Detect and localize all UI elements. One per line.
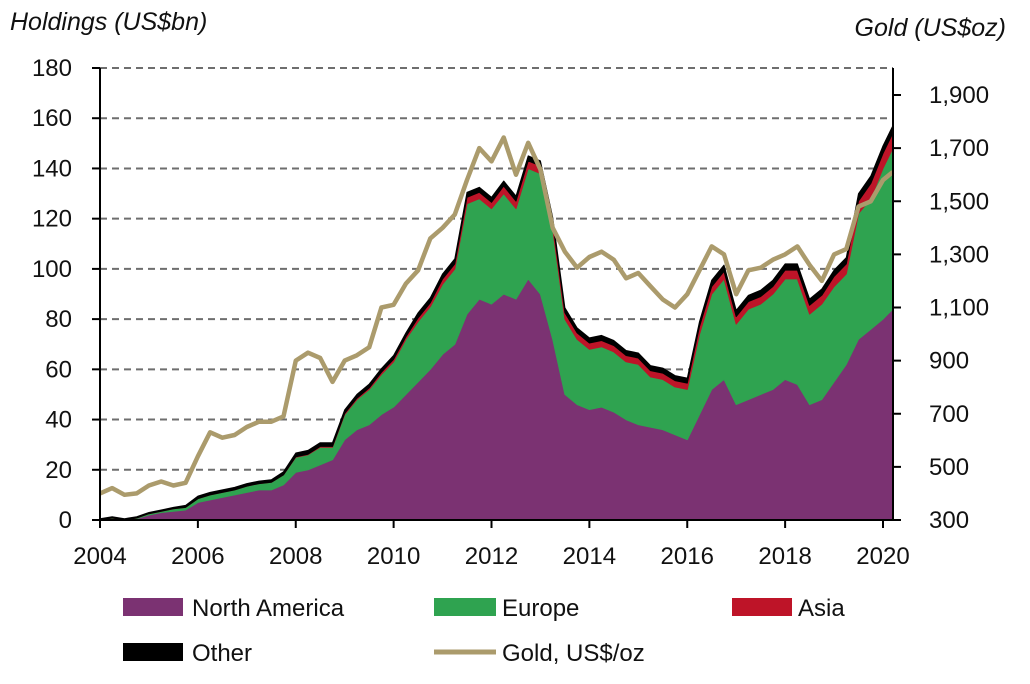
legend-swatch-north-america: [123, 598, 183, 616]
legend-label-other: Other: [192, 640, 252, 667]
gold-price-line: [99, 135, 895, 498]
y-right-tick-label: 1,900: [929, 82, 989, 109]
legend-label-gold: Gold, US$/oz: [502, 640, 645, 667]
x-tick-label: 2006: [171, 543, 224, 570]
y-left-tick-label: 100: [32, 256, 72, 283]
y-left-tick-label: 120: [32, 206, 72, 233]
y-left-tick-label: 160: [32, 105, 72, 132]
legend-label-north-america: North America: [192, 595, 345, 622]
legend-swatch-asia: [732, 598, 792, 616]
y-right-tick-label: 1,500: [929, 188, 989, 215]
legend-label-asia: Asia: [798, 595, 845, 622]
y-right-tick-label: 300: [929, 507, 969, 534]
y-left-tick-label: 40: [45, 407, 72, 434]
y-right-tick-label: 500: [929, 454, 969, 481]
y-left-tick-label: 20: [45, 457, 72, 484]
y-left-tick-label: 0: [59, 507, 72, 534]
legend-swatch-europe: [434, 598, 496, 616]
y-left-ticks: 0 20 40 60 80 100 120 140 160 180: [32, 55, 100, 534]
gold-line-group: [99, 135, 895, 498]
legend: North America Europe Asia Other Gold, US…: [123, 595, 845, 667]
y-left-tick-label: 140: [32, 155, 72, 182]
x-tick-label: 2004: [73, 543, 126, 570]
x-tick-label: 2014: [563, 543, 616, 570]
y-left-tick-label: 180: [32, 55, 72, 82]
stacked-areas: [99, 125, 894, 521]
y-right-tick-label: 700: [929, 401, 969, 428]
x-tick-label: 2016: [661, 543, 714, 570]
y-right-ticks: 300 500 700 900 1,100 1,300 1,500 1,700 1,900: [893, 82, 989, 534]
x-tick-label: 2010: [367, 543, 420, 570]
y-right-tick-label: 1,300: [929, 241, 989, 268]
x-tick-label: 2012: [465, 543, 518, 570]
y-right-tick-label: 1,100: [929, 295, 989, 322]
axes: [99, 68, 894, 521]
x-ticks: 2004 2006 2008 2010 2012 2014 2016 2018 2020: [73, 520, 910, 570]
y-axis-left-title: Holdings (US$bn): [10, 8, 207, 36]
legend-swatch-other: [123, 643, 183, 661]
y-right-tick-label: 1,700: [929, 135, 989, 162]
y-left-tick-label: 80: [45, 306, 72, 333]
legend-label-europe: Europe: [502, 595, 579, 622]
x-tick-label: 2008: [269, 543, 322, 570]
y-right-tick-label: 900: [929, 348, 969, 375]
y-axis-right-title: Gold (US$oz): [855, 14, 1006, 42]
y-left-tick-label: 60: [45, 356, 72, 383]
x-tick-label: 2018: [758, 543, 811, 570]
x-tick-label: 2020: [856, 543, 909, 570]
